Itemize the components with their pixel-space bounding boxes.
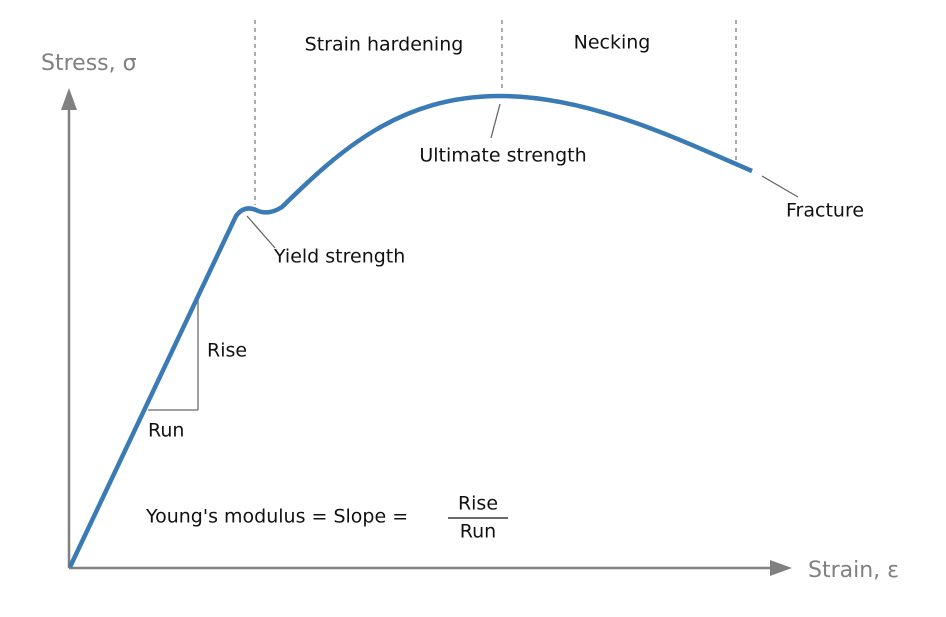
leader bbox=[490, 103, 501, 139]
region-label: Necking bbox=[574, 32, 651, 54]
annotation: Rise bbox=[207, 340, 247, 362]
annotation: Run bbox=[148, 420, 184, 442]
region-label: Strain hardening bbox=[305, 34, 464, 56]
leader bbox=[761, 175, 799, 198]
leaders bbox=[246, 103, 799, 249]
annotation: Fracture bbox=[786, 200, 864, 222]
formula-denominator: Run bbox=[460, 521, 496, 543]
y-arrow bbox=[61, 88, 77, 110]
x-arrow bbox=[770, 560, 792, 576]
annotation: Ultimate strength bbox=[419, 145, 586, 167]
formula-lhs: Young's modulus = Slope = bbox=[145, 506, 408, 528]
y-axis-label: Stress, σ bbox=[41, 51, 137, 76]
formula-numerator: Rise bbox=[458, 493, 498, 515]
slope-triangle bbox=[148, 300, 199, 411]
stress-strain-curve bbox=[67, 93, 753, 568]
axes bbox=[67, 102, 775, 570]
leader bbox=[246, 215, 276, 249]
x-axis-label: Strain, ε bbox=[808, 558, 899, 583]
region-separators bbox=[254, 20, 737, 205]
annotation: Yield strength bbox=[273, 246, 405, 268]
